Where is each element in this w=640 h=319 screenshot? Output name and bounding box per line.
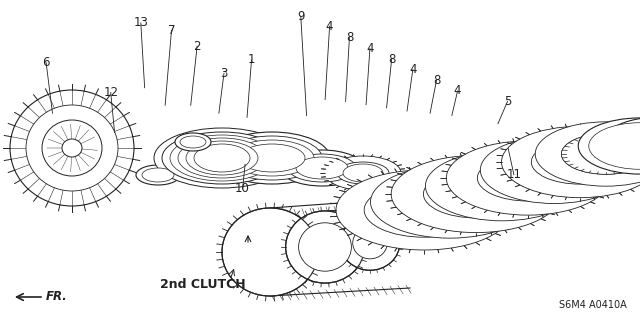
- Ellipse shape: [400, 179, 500, 225]
- Ellipse shape: [502, 126, 640, 198]
- Text: 2nd CLUTCH: 2nd CLUTCH: [160, 278, 246, 292]
- Ellipse shape: [299, 223, 351, 271]
- Ellipse shape: [426, 151, 579, 221]
- Text: 13: 13: [133, 17, 148, 29]
- Ellipse shape: [230, 140, 314, 176]
- Text: 4: 4: [366, 42, 374, 55]
- Ellipse shape: [162, 132, 282, 184]
- Ellipse shape: [154, 128, 290, 188]
- Ellipse shape: [400, 179, 500, 225]
- Ellipse shape: [336, 170, 512, 250]
- Text: 9: 9: [297, 10, 305, 23]
- Text: 10: 10: [235, 182, 250, 195]
- Text: 6: 6: [42, 56, 50, 69]
- Text: 11: 11: [506, 168, 522, 181]
- Ellipse shape: [194, 144, 250, 172]
- Ellipse shape: [214, 132, 330, 184]
- Ellipse shape: [142, 168, 174, 182]
- Ellipse shape: [325, 156, 401, 190]
- Ellipse shape: [343, 164, 383, 182]
- Text: 4: 4: [409, 63, 417, 76]
- Text: 4: 4: [454, 85, 461, 97]
- Text: 5: 5: [504, 95, 511, 108]
- Ellipse shape: [561, 134, 640, 174]
- Ellipse shape: [477, 155, 579, 201]
- Ellipse shape: [222, 136, 322, 180]
- Ellipse shape: [280, 150, 364, 186]
- Ellipse shape: [343, 219, 383, 241]
- Text: 12: 12: [103, 86, 118, 99]
- Ellipse shape: [136, 165, 180, 185]
- Ellipse shape: [10, 90, 134, 206]
- Ellipse shape: [454, 164, 550, 208]
- Ellipse shape: [446, 141, 610, 215]
- Text: 8: 8: [388, 53, 396, 65]
- Text: S6M4 A0410A: S6M4 A0410A: [559, 300, 627, 310]
- Ellipse shape: [337, 216, 389, 244]
- Text: FR.: FR.: [46, 291, 68, 303]
- Ellipse shape: [62, 139, 82, 157]
- Ellipse shape: [288, 154, 356, 182]
- Ellipse shape: [186, 141, 258, 175]
- Ellipse shape: [454, 164, 550, 208]
- Text: 8: 8: [433, 74, 440, 87]
- Ellipse shape: [578, 118, 640, 174]
- Text: 3: 3: [220, 67, 228, 80]
- Text: 1: 1: [248, 54, 255, 66]
- Ellipse shape: [170, 135, 274, 181]
- Text: 4: 4: [326, 20, 333, 33]
- Text: 7: 7: [168, 24, 175, 37]
- Ellipse shape: [296, 157, 348, 179]
- Ellipse shape: [26, 105, 118, 191]
- Ellipse shape: [535, 122, 640, 186]
- Ellipse shape: [371, 166, 529, 238]
- Ellipse shape: [481, 137, 628, 204]
- Ellipse shape: [364, 183, 484, 237]
- Ellipse shape: [180, 136, 206, 148]
- Ellipse shape: [531, 140, 628, 184]
- Ellipse shape: [239, 144, 305, 172]
- Ellipse shape: [353, 227, 387, 259]
- Ellipse shape: [508, 149, 600, 191]
- Text: 2: 2: [193, 40, 201, 53]
- Ellipse shape: [285, 211, 364, 283]
- Ellipse shape: [561, 134, 640, 174]
- Ellipse shape: [178, 138, 266, 178]
- Ellipse shape: [222, 208, 318, 296]
- Ellipse shape: [589, 123, 640, 169]
- Text: 8: 8: [346, 31, 353, 44]
- Ellipse shape: [424, 170, 529, 218]
- Ellipse shape: [340, 216, 400, 270]
- Ellipse shape: [175, 133, 211, 151]
- Ellipse shape: [410, 231, 429, 249]
- Ellipse shape: [42, 120, 102, 176]
- Ellipse shape: [337, 162, 389, 184]
- Ellipse shape: [508, 149, 600, 191]
- Ellipse shape: [391, 155, 561, 233]
